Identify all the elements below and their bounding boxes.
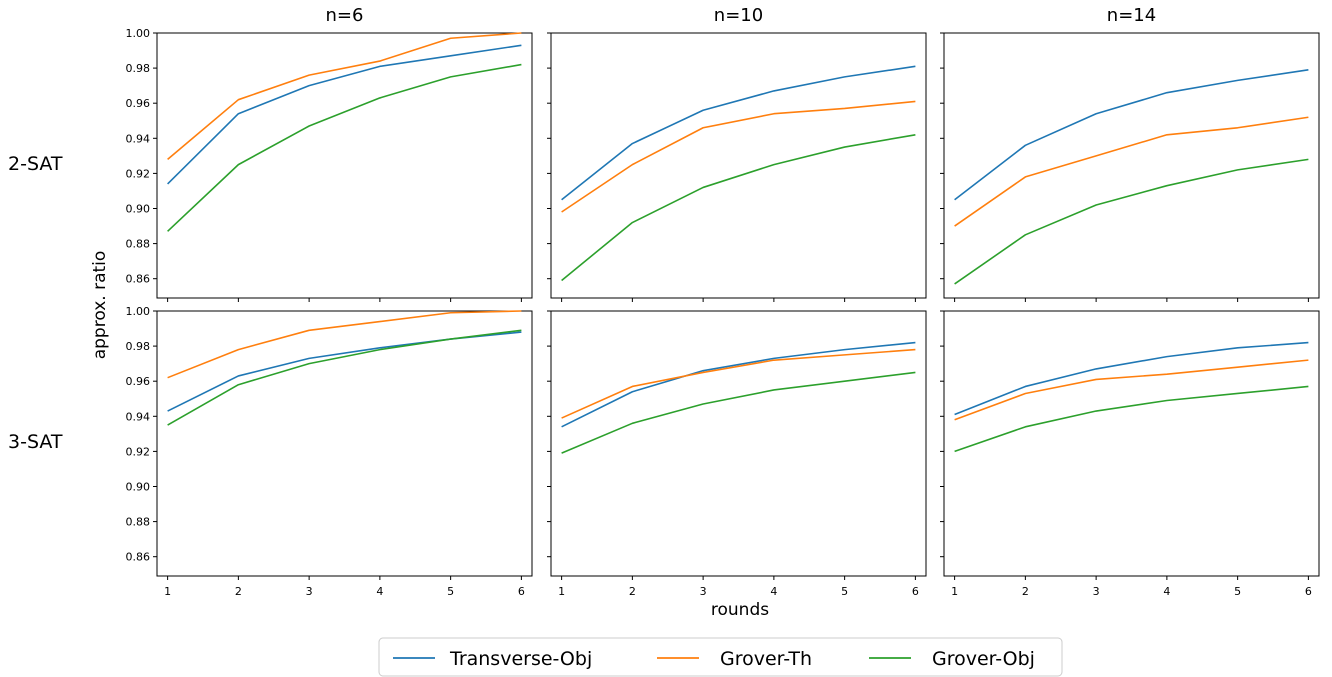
series-line-grover-th xyxy=(954,116,1309,227)
xtick-label: 6 xyxy=(518,585,525,598)
legend-box xyxy=(378,637,1063,677)
y-axis-label: approx. ratio xyxy=(90,251,110,360)
column-title-2: n=14 xyxy=(1107,5,1156,26)
series-line-transverse-obj xyxy=(167,331,522,412)
row-label-0: 2-SAT xyxy=(8,153,63,175)
xtick-label: 6 xyxy=(912,585,919,598)
xtick-label: 4 xyxy=(770,585,777,598)
ytick-label: 0.86 xyxy=(126,273,151,286)
series-line-grover-th xyxy=(167,310,522,379)
xtick-label: 1 xyxy=(951,585,958,598)
series-line-grover-obj xyxy=(561,371,916,454)
panel-frame-1 xyxy=(550,32,927,299)
xtick-label: 4 xyxy=(1163,585,1170,598)
ytick-label: 0.94 xyxy=(126,132,151,145)
ytick-label: 0.92 xyxy=(126,445,151,458)
xtick-label: 4 xyxy=(376,585,383,598)
xtick-label: 3 xyxy=(1093,585,1100,598)
series-line-transverse-obj xyxy=(167,44,522,185)
ytick-label: 0.98 xyxy=(126,62,151,75)
xtick-label: 5 xyxy=(841,585,848,598)
xtick-label: 5 xyxy=(447,585,454,598)
series-line-grover-obj xyxy=(954,385,1309,453)
legend-label-grover-obj: Grover-Obj xyxy=(932,648,1035,670)
panel-frame-2 xyxy=(943,32,1320,299)
xtick-label: 2 xyxy=(1022,585,1029,598)
ytick-label: 0.98 xyxy=(126,340,151,353)
panel-frame-4 xyxy=(550,310,927,577)
series-line-grover-th xyxy=(561,100,916,213)
series-line-transverse-obj xyxy=(954,69,1309,201)
series-line-grover-th xyxy=(954,359,1309,421)
x-axis-label: rounds xyxy=(711,600,769,620)
row-label-1: 3-SAT xyxy=(8,431,63,453)
series-line-grover-obj xyxy=(954,158,1309,285)
series-line-grover-obj xyxy=(167,329,522,426)
series-line-grover-obj xyxy=(561,134,916,282)
xtick-label: 2 xyxy=(629,585,636,598)
ytick-label: 0.88 xyxy=(126,516,151,529)
ytick-label: 0.90 xyxy=(126,480,151,493)
ytick-label: 1.00 xyxy=(126,27,151,40)
panel-frame-5 xyxy=(943,310,1320,577)
panel-frame-0 xyxy=(156,32,533,299)
legend-label-grover-th: Grover-Th xyxy=(720,648,812,670)
ytick-label: 0.86 xyxy=(126,551,151,564)
series-line-grover-obj xyxy=(167,63,522,232)
column-title-1: n=10 xyxy=(714,5,763,26)
series-line-grover-th xyxy=(167,32,522,160)
ytick-label: 0.92 xyxy=(126,167,151,180)
xtick-label: 1 xyxy=(558,585,565,598)
xtick-label: 1 xyxy=(164,585,171,598)
column-title-0: n=6 xyxy=(326,5,364,26)
series-line-grover-th xyxy=(561,348,916,419)
panel-frame-3 xyxy=(156,310,533,577)
series-line-transverse-obj xyxy=(561,341,916,428)
ytick-label: 0.96 xyxy=(126,97,151,110)
legend-label-transverse-obj: Transverse-Obj xyxy=(449,648,592,670)
ytick-label: 1.00 xyxy=(126,305,151,318)
ytick-label: 0.90 xyxy=(126,202,151,215)
xtick-label: 3 xyxy=(306,585,313,598)
ytick-label: 0.88 xyxy=(126,238,151,251)
xtick-label: 2 xyxy=(235,585,242,598)
ytick-label: 0.96 xyxy=(126,375,151,388)
xtick-label: 3 xyxy=(700,585,707,598)
series-line-transverse-obj xyxy=(561,65,916,201)
xtick-label: 6 xyxy=(1305,585,1312,598)
ytick-label: 0.94 xyxy=(126,410,151,423)
series-line-transverse-obj xyxy=(954,341,1309,416)
xtick-label: 5 xyxy=(1234,585,1241,598)
